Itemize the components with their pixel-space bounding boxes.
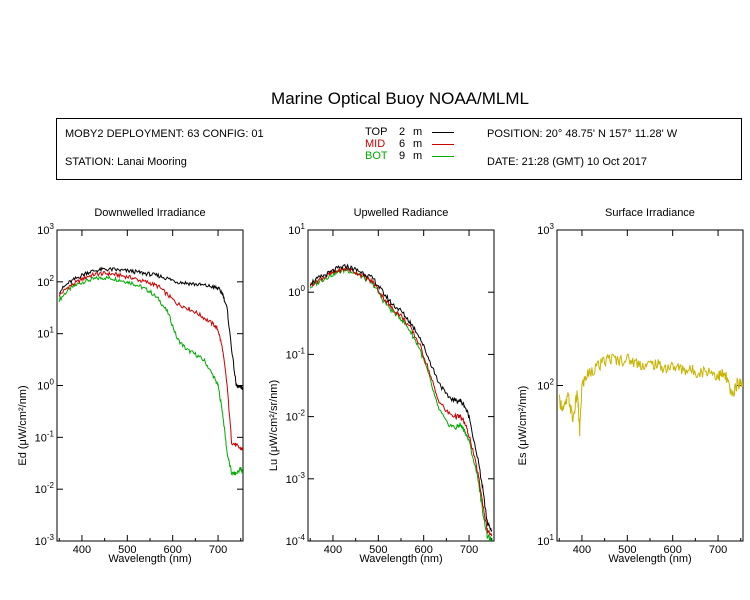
y-tick-label: 101 (537, 533, 554, 548)
x-tick-label: 600 (164, 544, 182, 556)
legend-unit: m (413, 150, 423, 162)
chart-panel-3: Surface Irradiance 400 500 600 700 101 102 103 W… (517, 207, 744, 565)
y-tick-label: 10-1 (286, 346, 306, 361)
x-tick-label: 700 (460, 544, 478, 556)
series-line-es (558, 353, 743, 437)
x-axis-label: Wavelength (nm) (608, 553, 691, 565)
y-tick-label: 10-3 (286, 471, 306, 486)
chart-panel-2: Upwelled Radiance 400 500 600 700 10-4 10-3 10-… (268, 207, 495, 565)
chart-title: Downwelled Irradiance (94, 207, 205, 219)
plot-frame (556, 229, 744, 542)
x-tick-label: 500 (118, 544, 136, 556)
x-tick-label: 700 (709, 544, 727, 556)
chart-title: Surface Irradiance (605, 207, 695, 219)
legend-unit: m (413, 126, 423, 138)
y-tick-label: 103 (537, 222, 554, 237)
x-axis-label: Wavelength (nm) (108, 553, 191, 565)
info-box: MOBY2 DEPLOYMENT: 63 CONFIG: 01 STATION:… (56, 118, 742, 180)
date-text: DATE: 21:28 (GMT) 10 Oct 2017 (487, 156, 647, 168)
legend-unit: m (413, 138, 423, 150)
x-tick-label: 400 (573, 544, 591, 556)
y-tick-label: 10-4 (286, 533, 306, 548)
y-tick-label: 100 (288, 284, 305, 299)
y-axis-label: Ed (μW/cm²/nm) (17, 385, 29, 465)
x-tick-label: 500 (618, 544, 636, 556)
y-tick-label: 10-3 (35, 533, 55, 548)
chart-panel-1: Downwelled Irradiance 400 500 600 700 10-3 10-… (17, 207, 244, 565)
legend-line (432, 144, 454, 145)
x-tick-label: 400 (324, 544, 342, 556)
position-text: POSITION: 20° 48.75' N 157° 11.28' W (487, 128, 678, 140)
y-axis-label: Lu (μW/cm²/sr/nm) (268, 380, 280, 471)
series-line-mid (58, 270, 243, 451)
legend-name: MID (365, 138, 386, 150)
legend-depth: 2 (399, 126, 406, 138)
y-axis-label: Es (μW/cm²/nm) (517, 386, 529, 466)
series-line-mid (309, 265, 493, 537)
y-tick-label: 102 (537, 378, 554, 393)
x-tick-label: 700 (209, 544, 227, 556)
y-tick-label: 10-2 (35, 481, 55, 496)
legend-name: BOT (365, 150, 388, 162)
plot-frame (307, 229, 495, 542)
legend-line (432, 132, 454, 133)
legend-name: TOP (365, 126, 388, 138)
legend-depth: 9 (399, 150, 406, 162)
series-line-top (58, 266, 243, 391)
series-line-bot (58, 275, 243, 476)
legend-line (432, 156, 454, 157)
chart-title: Upwelled Radiance (354, 207, 449, 219)
x-tick-label: 600 (415, 544, 433, 556)
y-tick-label: 101 (288, 222, 305, 237)
series-line-top (309, 263, 493, 532)
deployment-text: MOBY2 DEPLOYMENT: 63 CONFIG: 01 (65, 128, 264, 140)
legend-depth: 6 (399, 138, 406, 150)
y-tick-label: 10-1 (35, 429, 55, 444)
y-tick-label: 102 (37, 274, 54, 289)
figure-title: Marine Optical Buoy NOAA/MLML (271, 89, 529, 108)
x-tick-label: 400 (73, 544, 91, 556)
y-tick-label: 101 (37, 326, 54, 341)
x-tick-label: 600 (664, 544, 682, 556)
x-axis-label: Wavelength (nm) (359, 553, 442, 565)
station-text: STATION: Lanai Mooring (65, 156, 187, 168)
y-tick-label: 103 (37, 222, 54, 237)
y-tick-label: 10-2 (286, 409, 306, 424)
x-tick-label: 500 (369, 544, 387, 556)
y-tick-label: 100 (37, 378, 54, 393)
